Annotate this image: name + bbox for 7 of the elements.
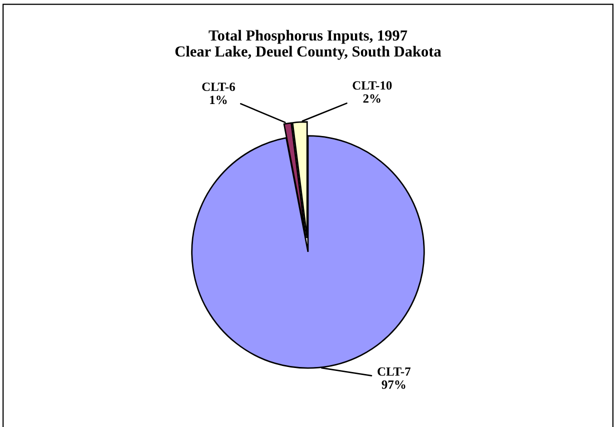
data-label: 2% <box>363 94 380 103</box>
chart-title: Total Phosphorus Inputs, 1997 Clear Lake, Deuel County, South Dakota <box>175 30 442 60</box>
slice-label: CLT-7 <box>378 367 411 376</box>
data-label: 1% <box>210 96 227 104</box>
slice-label: CLT-10 <box>352 81 392 90</box>
slice-label: CLT-6 <box>202 82 236 92</box>
data-label: 97% <box>382 380 406 389</box>
